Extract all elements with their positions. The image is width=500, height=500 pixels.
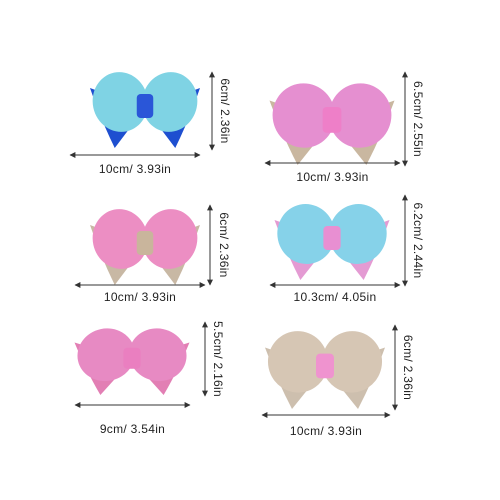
width-label: 10cm/ 3.93in <box>99 162 171 176</box>
height-label: 6.5cm/ 2.55in <box>411 81 425 157</box>
width-label: 10.3cm/ 4.05in <box>294 290 377 304</box>
width-label: 10cm/ 3.93in <box>296 170 368 184</box>
bow-knot <box>316 353 334 379</box>
bow-front-wing <box>272 83 336 148</box>
bow-item: 5.5cm/ 2.16in 9cm/ 3.54in <box>74 321 225 436</box>
bow-knot <box>136 231 154 255</box>
height-label: 6cm/ 2.36in <box>217 212 231 277</box>
bow-item: 6cm/ 2.36in 10cm/ 3.93in <box>261 324 415 438</box>
bow-item: 6.2cm/ 2.44in 10.3cm/ 4.05in <box>269 194 425 304</box>
bow-front-wing <box>129 328 187 382</box>
bow-front-wing <box>142 209 198 269</box>
bow-front-wing <box>77 328 135 382</box>
bow-knot <box>323 226 341 250</box>
bow-front-wing <box>328 83 392 148</box>
bow-knot <box>136 94 154 118</box>
height-label: 6.2cm/ 2.44in <box>411 203 425 279</box>
height-label: 6cm/ 2.36in <box>218 78 232 143</box>
bow-item: 6cm/ 2.36in 10cm/ 3.93in <box>74 204 231 304</box>
bow-front-wing <box>321 331 383 393</box>
bow-knot <box>123 347 141 369</box>
bow-front-wing <box>329 204 387 264</box>
width-label: 9cm/ 3.54in <box>100 422 165 436</box>
height-label: 5.5cm/ 2.16in <box>211 321 225 397</box>
bow-item: 6cm/ 2.36in 10cm/ 3.93in <box>69 71 232 176</box>
bow-front-wing <box>267 331 329 393</box>
bow-front-wing <box>142 72 198 132</box>
height-label: 6cm/ 2.36in <box>401 335 415 400</box>
width-label: 10cm/ 3.93in <box>290 424 362 438</box>
bow-front-wing <box>277 204 335 264</box>
bow-front-wing <box>92 209 148 269</box>
bow-item: 6.5cm/ 2.55in 10cm/ 3.93in <box>264 71 425 184</box>
bow-knot <box>322 106 342 133</box>
bow-front-wing <box>92 72 148 132</box>
width-label: 10cm/ 3.93in <box>104 290 176 304</box>
